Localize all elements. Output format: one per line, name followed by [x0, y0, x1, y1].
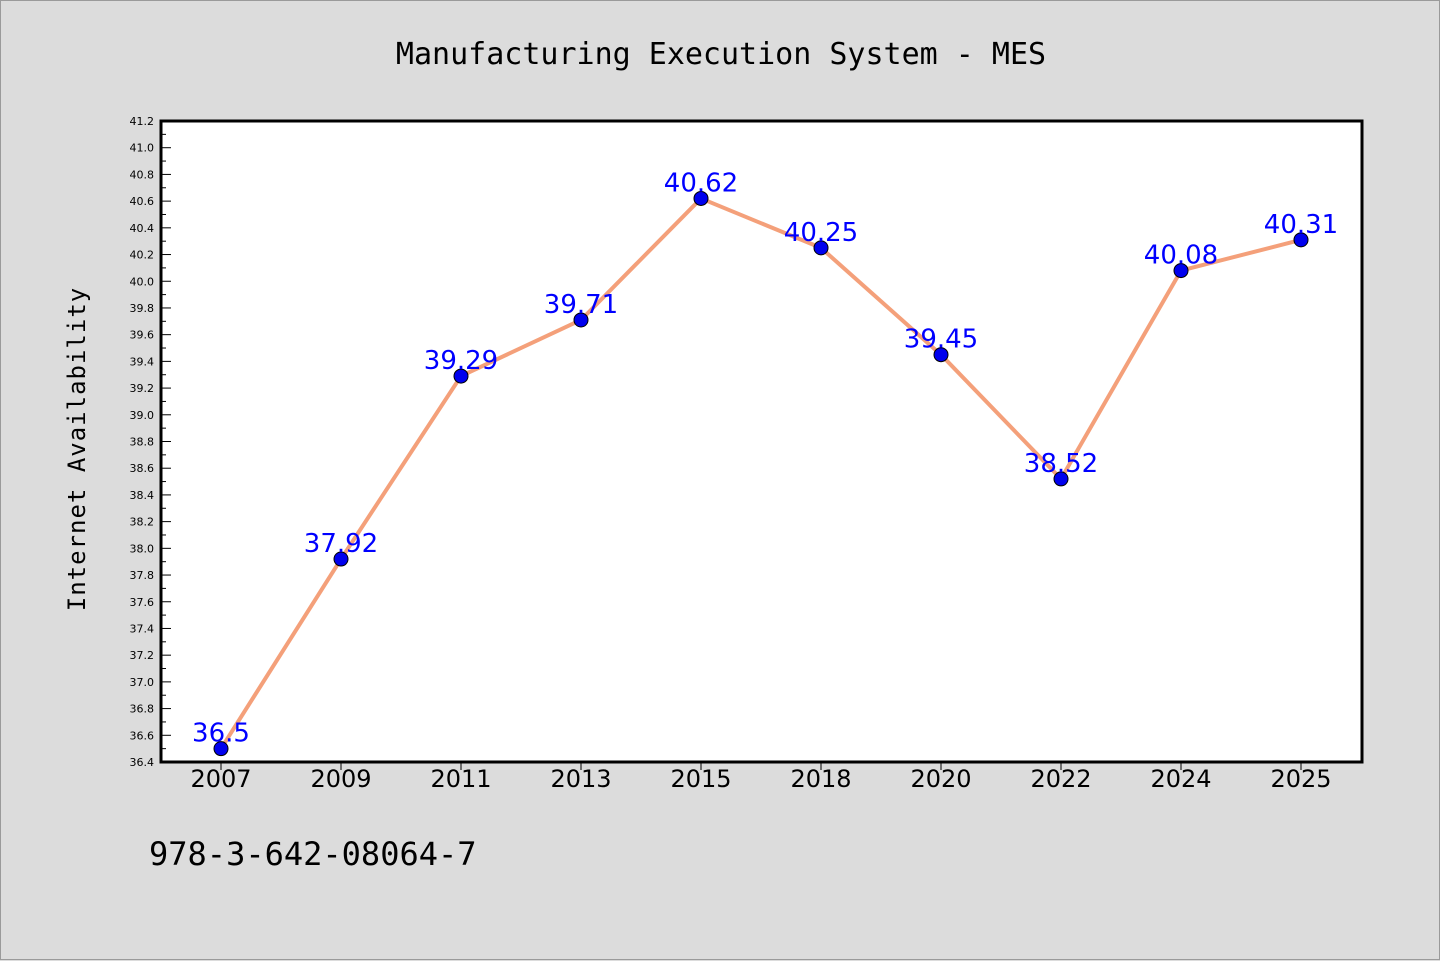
- data-value-label: 40.31: [1264, 210, 1338, 240]
- chart-title: Manufacturing Execution System - MES: [396, 37, 1046, 72]
- data-value-label: 39.29: [424, 346, 498, 376]
- y-tick-label: 36.6: [130, 729, 155, 742]
- x-tick-label: 2020: [910, 765, 971, 793]
- data-value-label: 38.52: [1024, 449, 1098, 479]
- data-value-label: 37.92: [304, 529, 378, 559]
- data-value-label: 39.71: [544, 290, 618, 320]
- y-tick-label: 39.0: [130, 409, 155, 422]
- data-point-marker: [693, 190, 709, 206]
- y-tick-label: 39.2: [130, 382, 155, 395]
- y-tick-label: 40.6: [130, 195, 155, 208]
- data-point-marker: [573, 312, 589, 328]
- data-point-marker: [1293, 232, 1309, 248]
- y-tick-label: 38.8: [130, 436, 155, 449]
- x-axis-ticks: 2007 2009 2011 2013 2015 2018 2020 2022 2024 2025: [190, 762, 1332, 793]
- y-tick-label: 39.8: [130, 302, 155, 315]
- data-points-group: [213, 190, 1309, 757]
- data-point-marker: [1053, 471, 1069, 487]
- x-tick-label: 2015: [670, 765, 731, 793]
- data-point-marker: [933, 347, 949, 363]
- y-tick-label: 38.2: [130, 516, 155, 529]
- series-line: [219, 196, 1302, 750]
- y-tick-label: 38.0: [130, 542, 155, 555]
- y-tick-label: 40.8: [130, 168, 155, 181]
- y-tick-label: 37.6: [130, 596, 155, 609]
- y-tick-label: 36.8: [130, 703, 155, 716]
- y-tick-label: 39.6: [130, 329, 155, 342]
- y-tick-label: 37.0: [130, 676, 155, 689]
- data-point-marker: [1173, 263, 1189, 279]
- y-tick-label: 37.2: [130, 649, 155, 662]
- y-tick-label: 38.6: [130, 462, 155, 475]
- data-value-label: 39.45: [904, 325, 978, 355]
- x-tick-label: 2013: [550, 765, 611, 793]
- x-tick-label: 2011: [430, 765, 491, 793]
- series-line-group: [219, 196, 1302, 750]
- x-tick-label: 2024: [1150, 765, 1211, 793]
- y-tick-label: 39.4: [130, 355, 155, 368]
- y-tick-label: 37.8: [130, 569, 155, 582]
- x-tick-label: 2007: [190, 765, 251, 793]
- data-value-label: 40.25: [784, 218, 858, 248]
- x-tick-label: 2009: [310, 765, 371, 793]
- data-point-marker: [453, 368, 469, 384]
- y-tick-label: 41.2: [130, 115, 155, 128]
- y-axis-ticks: 36.4 36.6 36.8 37.0 37.2 37.4 37.6 37.8 38.0 38.2…: [130, 115, 171, 769]
- data-point-marker: [213, 741, 229, 757]
- x-tick-label: 2018: [790, 765, 851, 793]
- data-value-label: 40.08: [1144, 241, 1218, 271]
- y-tick-label: 38.4: [130, 489, 155, 502]
- data-labels-group: 36.5 37.92 39.29 39.71 40.62 40.25 39.45 38.52 4…: [192, 168, 1338, 748]
- y-axis-label: Internet Availability: [63, 287, 91, 611]
- data-value-label: 36.5: [192, 719, 250, 749]
- data-point-marker: [813, 240, 829, 256]
- y-tick-label: 36.4: [130, 756, 155, 769]
- x-tick-label: 2025: [1270, 765, 1331, 793]
- plot-area: [159, 119, 1364, 764]
- x-tick-label: 2022: [1030, 765, 1091, 793]
- y-tick-label: 40.4: [130, 222, 155, 235]
- y-tick-label: 40.2: [130, 249, 155, 262]
- isbn-footnote: 978-3-642-08064-7: [149, 835, 477, 873]
- y-tick-label: 37.4: [130, 622, 155, 635]
- data-value-label: 40.62: [664, 168, 738, 198]
- data-point-marker: [333, 551, 349, 567]
- y-tick-label: 41.0: [130, 142, 155, 155]
- y-tick-label: 40.0: [130, 275, 155, 288]
